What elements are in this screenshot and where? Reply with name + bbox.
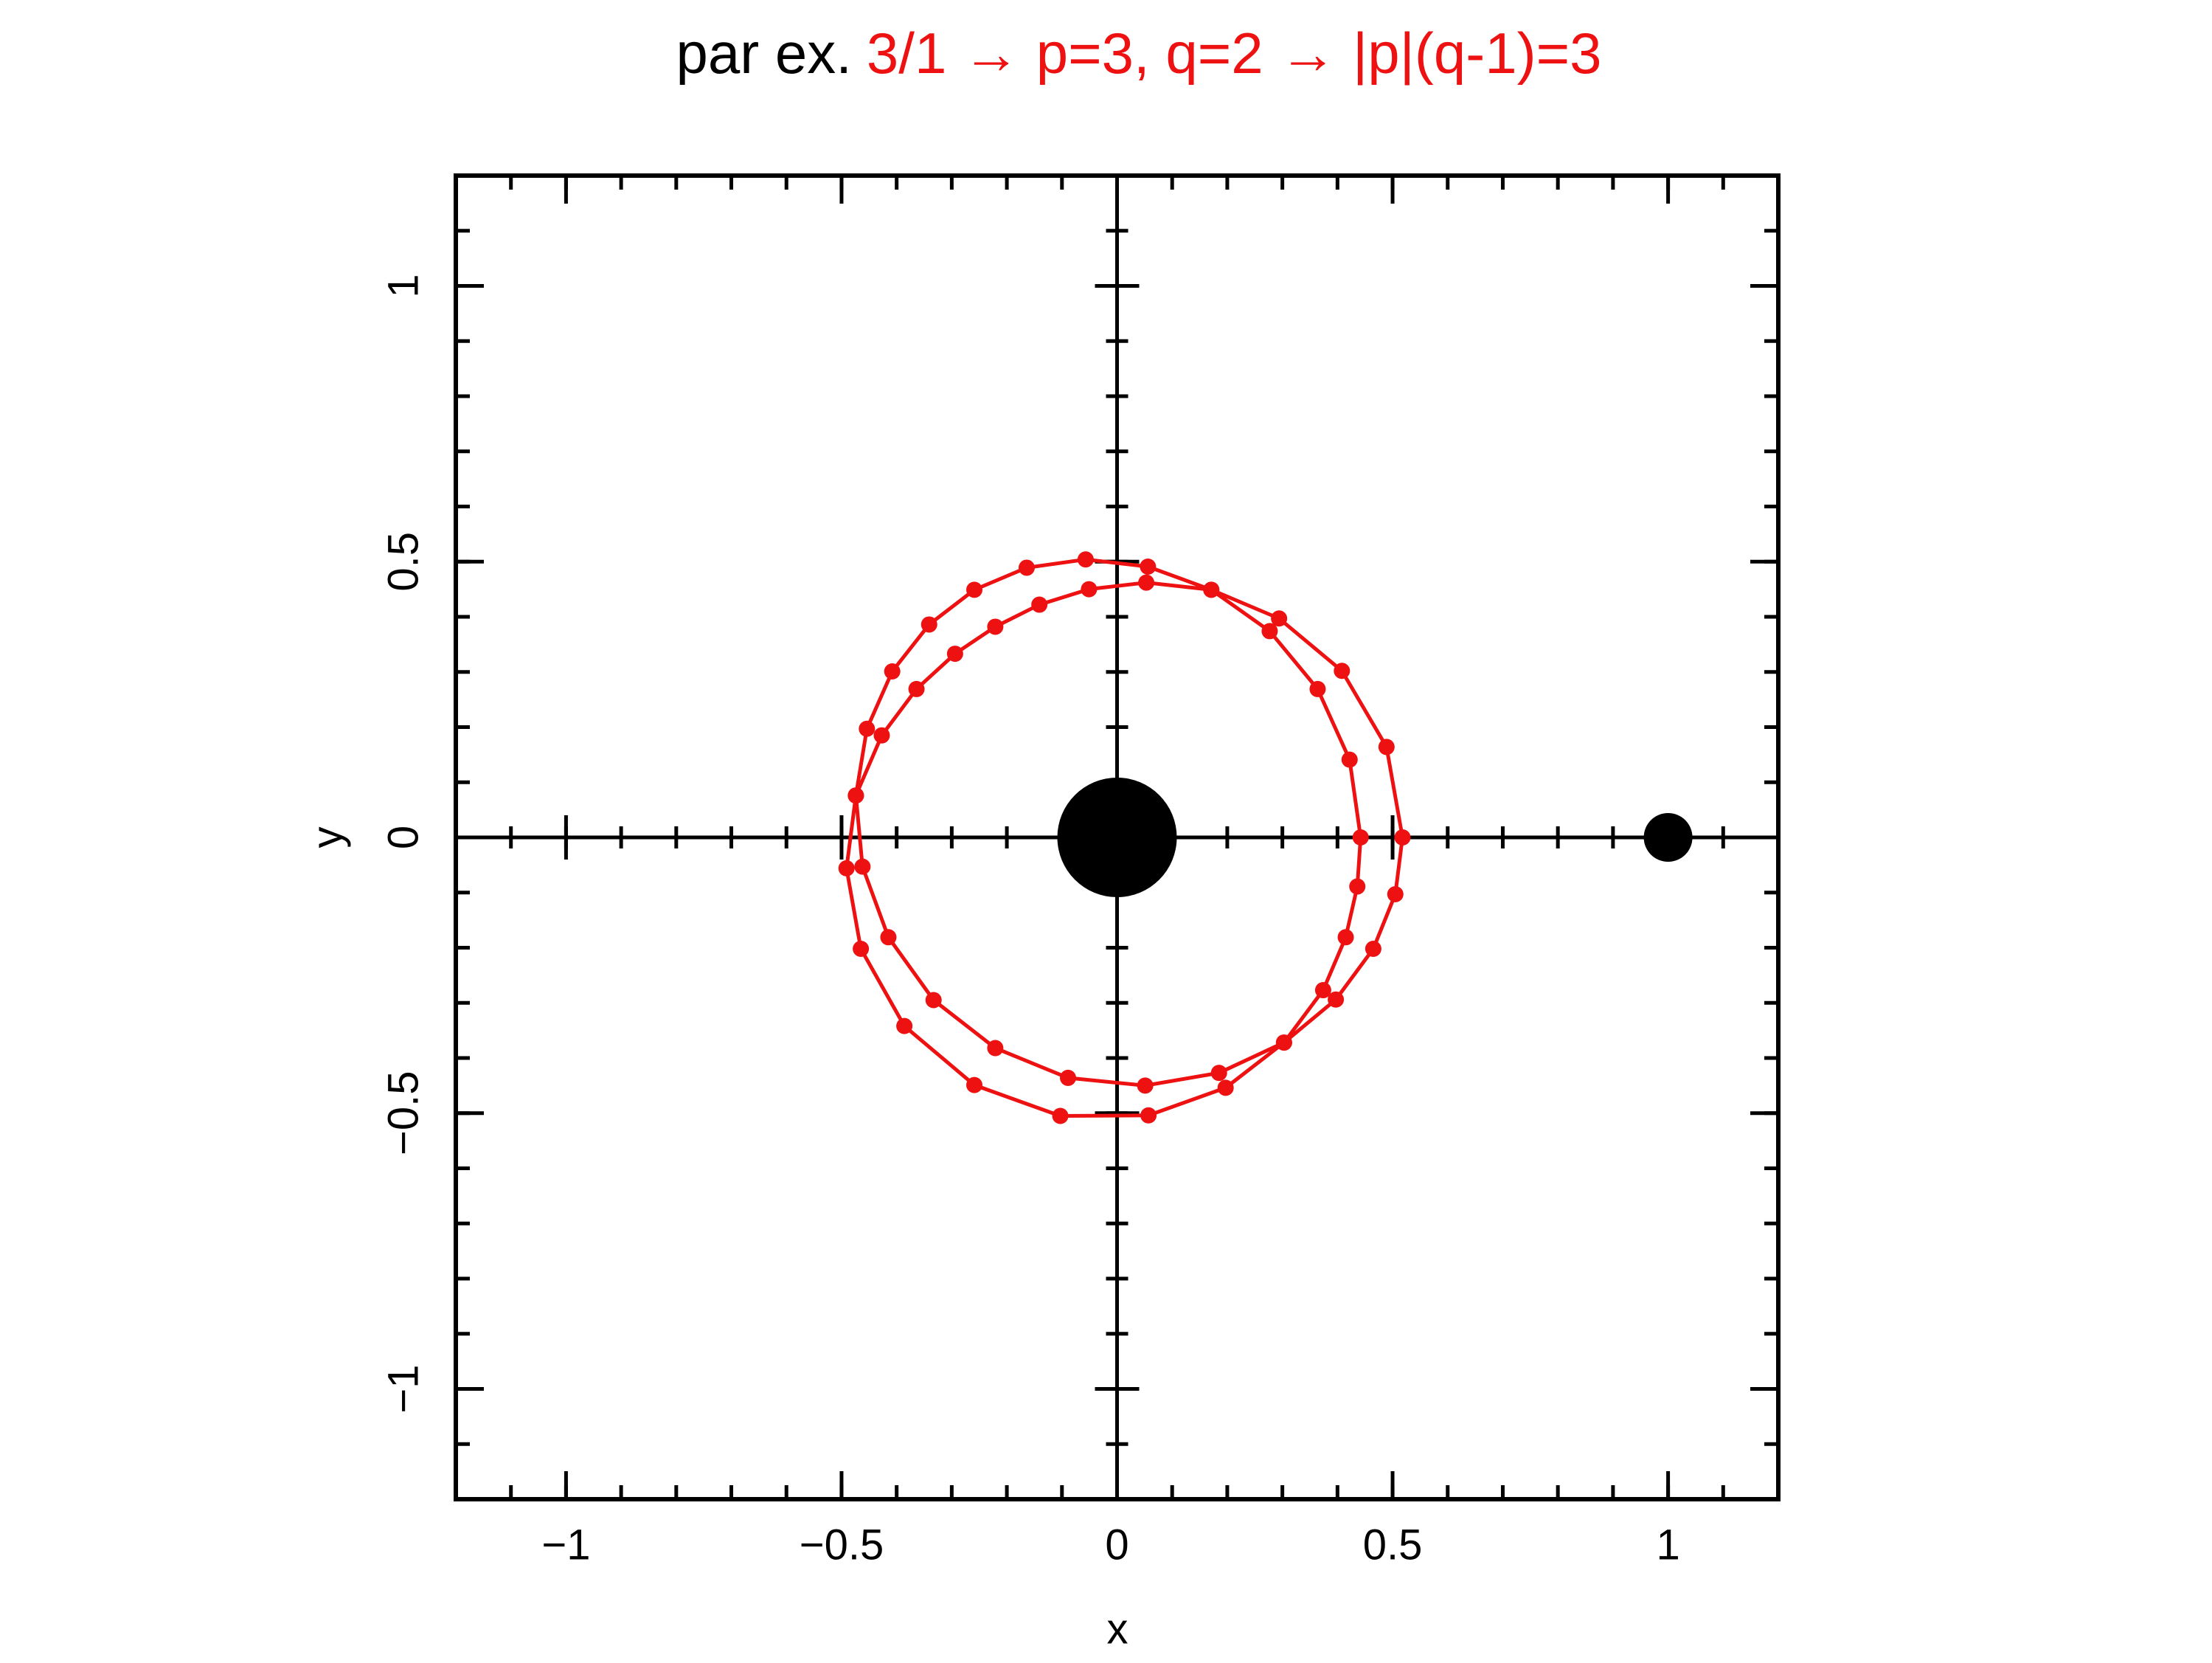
orbit-point	[1271, 610, 1288, 627]
orbit-point	[854, 858, 871, 875]
y-tick-label: 1	[379, 274, 427, 297]
y-tick-label: 0.5	[379, 532, 427, 592]
orbit-point	[1052, 1107, 1069, 1124]
y-tick-label: −0.5	[379, 1071, 427, 1156]
orbit-point	[1077, 551, 1094, 568]
orbit-point	[1349, 878, 1366, 895]
x-tick-label: 0	[1105, 1521, 1128, 1569]
orbit-point	[1309, 680, 1326, 697]
orbit-point	[1394, 829, 1411, 846]
orbit-point	[925, 992, 942, 1009]
orbit-point	[1081, 581, 1098, 598]
orbit-point	[1138, 574, 1155, 591]
orbit-point	[1031, 596, 1048, 613]
orbit-point	[987, 1040, 1004, 1057]
orbit-point	[1060, 1069, 1077, 1086]
orbit-point	[853, 940, 870, 957]
orbit-point	[884, 663, 901, 680]
orbit-point	[1341, 751, 1358, 768]
orbit-point	[1275, 1034, 1292, 1051]
orbit-point	[987, 618, 1004, 635]
orbit-point	[1328, 991, 1345, 1008]
body	[1057, 778, 1177, 897]
orbit-point	[1203, 581, 1220, 598]
orbit-point	[1378, 739, 1395, 756]
orbit-point	[1140, 558, 1157, 575]
y-tick-label: −1	[379, 1364, 427, 1413]
x-tick-label: 1	[1656, 1521, 1679, 1569]
orbit-point	[880, 929, 897, 946]
orbit-point	[1334, 663, 1351, 680]
orbit-point	[859, 720, 876, 737]
y-axis-label: y	[303, 827, 351, 848]
orbit-point	[873, 727, 890, 744]
title-highlight: 3/1 → p=3, q=2 → |p|(q-1)=3	[867, 21, 1602, 86]
orbit-point	[1365, 940, 1381, 957]
orbit-point	[1217, 1079, 1234, 1096]
orbit-point	[838, 860, 855, 877]
orbit-point	[1352, 829, 1369, 846]
orbit-point	[847, 787, 864, 804]
orbit-point	[896, 1017, 913, 1034]
orbit-point	[966, 1076, 983, 1093]
orbit-point	[1210, 1065, 1227, 1082]
orbit-point	[966, 581, 983, 598]
orbit-point	[1387, 885, 1404, 902]
orbit-point	[1314, 982, 1331, 999]
orbit-point	[1137, 1077, 1154, 1094]
orbit-point	[946, 646, 963, 663]
x-axis-label: x	[1107, 1605, 1128, 1653]
orbit-point	[1140, 1107, 1157, 1124]
x-tick-label: −0.5	[800, 1521, 884, 1569]
orbit-point	[1018, 559, 1035, 576]
body	[1643, 813, 1693, 862]
orbit-point	[1337, 929, 1354, 946]
x-tick-label: −1	[541, 1521, 590, 1569]
title-prefix: par ex.	[676, 21, 851, 86]
orbit-point	[920, 616, 937, 633]
plot-frame	[454, 173, 1781, 1501]
orbit-point	[1261, 623, 1278, 640]
y-tick-label: 0	[379, 826, 427, 849]
chart-title: par ex. 3/1 → p=3, q=2 → |p|(q-1)=3	[676, 21, 1601, 86]
orbit-point	[908, 680, 925, 697]
x-tick-label: 0.5	[1363, 1521, 1423, 1569]
